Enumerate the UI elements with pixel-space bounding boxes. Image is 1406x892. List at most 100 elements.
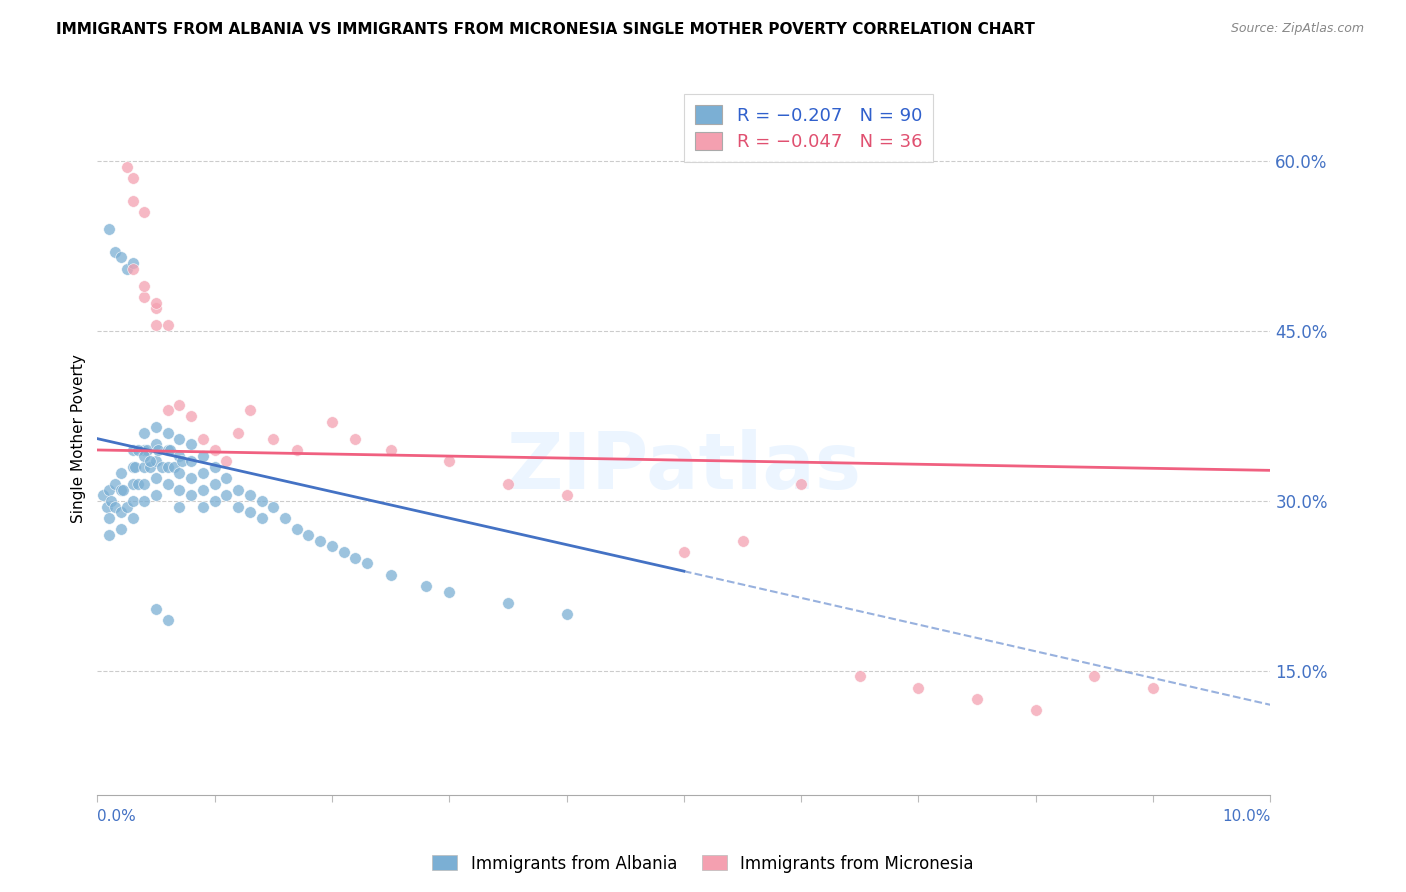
Point <box>98 483 121 497</box>
Point <box>169 398 191 412</box>
Point <box>156 477 179 491</box>
Point <box>110 505 132 519</box>
Point <box>1142 681 1164 695</box>
Point <box>555 607 578 622</box>
Point <box>380 567 402 582</box>
Y-axis label: Single Mother Poverty: Single Mother Poverty <box>72 354 86 523</box>
Point <box>145 420 167 434</box>
Point <box>121 460 143 475</box>
Point <box>145 301 167 316</box>
Point <box>180 488 202 502</box>
Point <box>124 460 146 475</box>
Point <box>134 442 156 457</box>
Point <box>191 483 214 497</box>
Point <box>145 318 167 333</box>
Point <box>145 488 167 502</box>
Point <box>344 550 367 565</box>
Point <box>115 261 138 276</box>
Point <box>134 460 156 475</box>
Point <box>555 488 578 502</box>
Text: 0.0%: 0.0% <box>97 809 136 824</box>
Point <box>250 494 273 508</box>
Text: 10.0%: 10.0% <box>1222 809 1271 824</box>
Point <box>215 488 238 502</box>
Point <box>226 483 249 497</box>
Point <box>169 449 191 463</box>
Point <box>344 432 367 446</box>
Point <box>204 442 226 457</box>
Point <box>104 244 127 259</box>
Point <box>121 477 143 491</box>
Point <box>98 528 121 542</box>
Point <box>226 425 249 440</box>
Point <box>112 483 135 497</box>
Point <box>98 511 121 525</box>
Point <box>191 466 214 480</box>
Point <box>226 500 249 514</box>
Point <box>150 460 173 475</box>
Point <box>134 205 156 219</box>
Point <box>156 460 179 475</box>
Point <box>1025 703 1047 717</box>
Point <box>159 442 181 457</box>
Point <box>134 449 156 463</box>
Point <box>191 432 214 446</box>
Point <box>415 579 437 593</box>
Point <box>127 442 149 457</box>
Point <box>121 194 143 208</box>
Point <box>169 466 191 480</box>
Point <box>139 460 162 475</box>
Point <box>672 545 695 559</box>
Point <box>134 494 156 508</box>
Point <box>104 500 127 514</box>
Point <box>274 511 297 525</box>
Point <box>321 539 343 553</box>
Point <box>148 442 170 457</box>
Point <box>215 471 238 485</box>
Point <box>169 432 191 446</box>
Point <box>169 500 191 514</box>
Point <box>204 477 226 491</box>
Point <box>162 460 184 475</box>
Point <box>134 477 156 491</box>
Text: Source: ZipAtlas.com: Source: ZipAtlas.com <box>1230 22 1364 36</box>
Point <box>156 442 179 457</box>
Legend: Immigrants from Albania, Immigrants from Micronesia: Immigrants from Albania, Immigrants from… <box>426 848 980 880</box>
Point <box>139 454 162 468</box>
Point <box>121 171 143 186</box>
Point <box>145 601 167 615</box>
Point <box>98 222 121 236</box>
Text: IMMIGRANTS FROM ALBANIA VS IMMIGRANTS FROM MICRONESIA SINGLE MOTHER POVERTY CORR: IMMIGRANTS FROM ALBANIA VS IMMIGRANTS FR… <box>56 22 1035 37</box>
Point <box>104 477 127 491</box>
Point <box>215 454 238 468</box>
Text: ZIPatlas: ZIPatlas <box>506 429 862 505</box>
Point <box>496 477 519 491</box>
Point <box>134 425 156 440</box>
Point <box>309 533 332 548</box>
Point <box>191 500 214 514</box>
Point <box>1083 669 1105 683</box>
Point <box>907 681 929 695</box>
Point <box>145 454 167 468</box>
Point <box>439 454 461 468</box>
Point <box>180 471 202 485</box>
Point <box>250 511 273 525</box>
Point <box>380 442 402 457</box>
Point <box>204 494 226 508</box>
Point <box>156 425 179 440</box>
Point <box>170 454 193 468</box>
Point <box>239 403 262 417</box>
Point <box>790 477 813 491</box>
Point <box>180 409 202 423</box>
Point <box>156 318 179 333</box>
Point <box>134 278 156 293</box>
Point <box>262 500 284 514</box>
Point <box>145 295 167 310</box>
Point <box>239 505 262 519</box>
Point <box>115 160 138 174</box>
Point <box>121 261 143 276</box>
Point <box>156 613 179 627</box>
Point <box>156 403 179 417</box>
Point <box>115 500 138 514</box>
Point <box>100 494 122 508</box>
